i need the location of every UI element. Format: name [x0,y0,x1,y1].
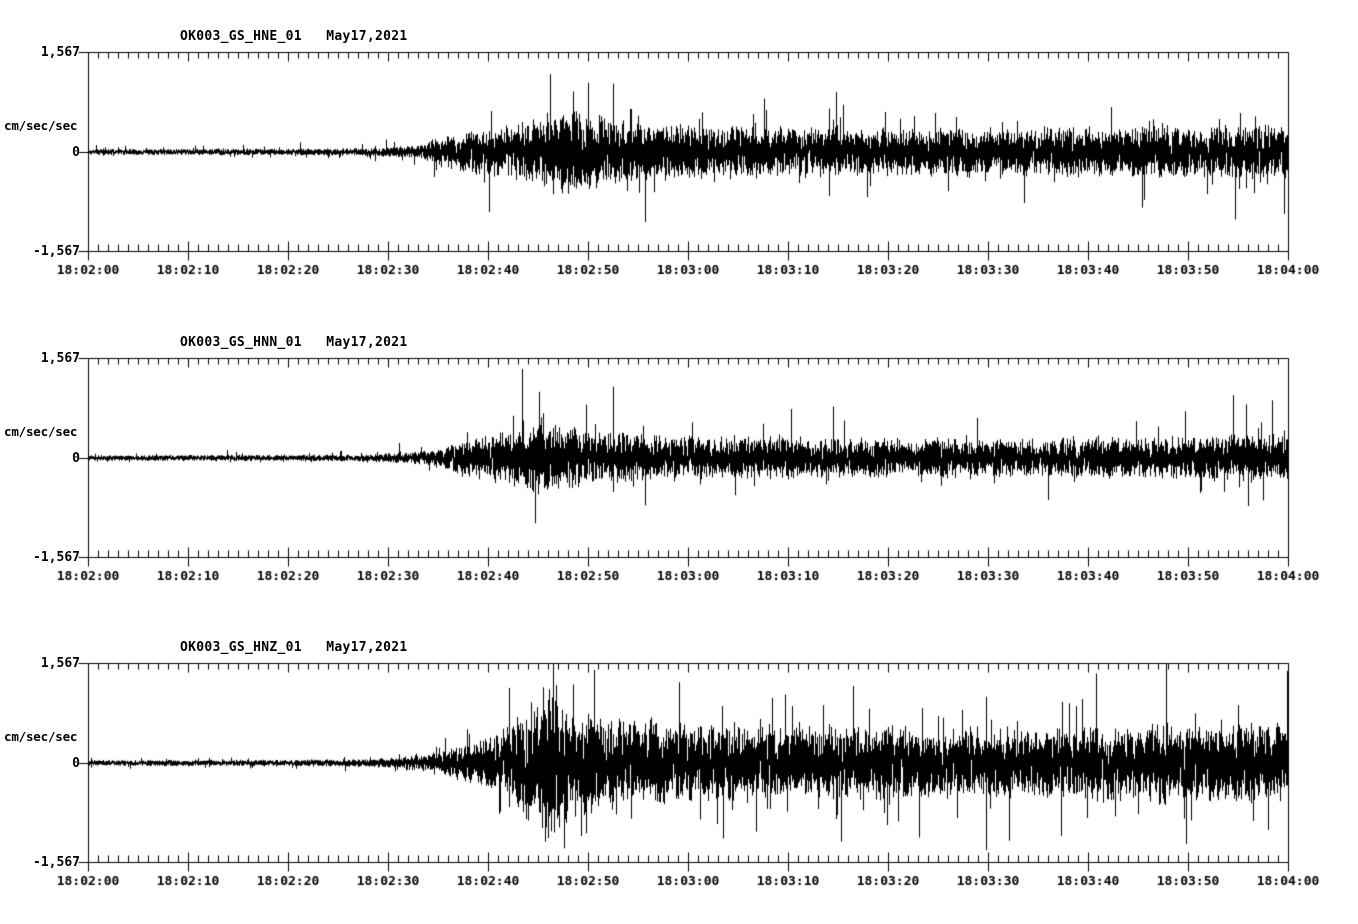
y-axis-unit-label-hne: cm/sec/sec [4,118,78,133]
y-tick-label-max-hnn: 1,567 [40,351,80,366]
panel-title-hne: OK003_GS_HNE_01 May17,2021 [180,29,408,44]
waveform-plot-hne [0,0,1358,300]
seismogram-panel-hnz: OK003_GS_HNZ_01 May17,2021 cm/sec/sec 1,… [0,611,1358,911]
y-tick-label-max-hne: 1,567 [40,45,80,60]
y-tick-label-max-hnz: 1,567 [40,656,80,671]
y-axis-unit-label-hnz: cm/sec/sec [4,729,78,744]
seismogram-panel-hne: OK003_GS_HNE_01 May17,2021 cm/sec/sec 1,… [0,0,1358,300]
y-tick-label-min-hnn: -1,567 [33,550,80,565]
seismogram-panel-hnn: OK003_GS_HNN_01 May17,2021 cm/sec/sec 1,… [0,306,1358,606]
y-tick-label-zero-hnn: 0 [72,451,80,466]
y-tick-label-min-hnz: -1,567 [33,855,80,870]
panel-title-hnz: OK003_GS_HNZ_01 May17,2021 [180,640,408,655]
waveform-plot-hnz [0,611,1358,911]
waveform-plot-hnn [0,306,1358,606]
y-tick-label-zero-hnz: 0 [72,756,80,771]
panel-title-hnn: OK003_GS_HNN_01 May17,2021 [180,335,408,350]
y-axis-unit-label-hnn: cm/sec/sec [4,424,78,439]
y-tick-label-min-hne: -1,567 [33,244,80,259]
y-tick-label-zero-hne: 0 [72,145,80,160]
